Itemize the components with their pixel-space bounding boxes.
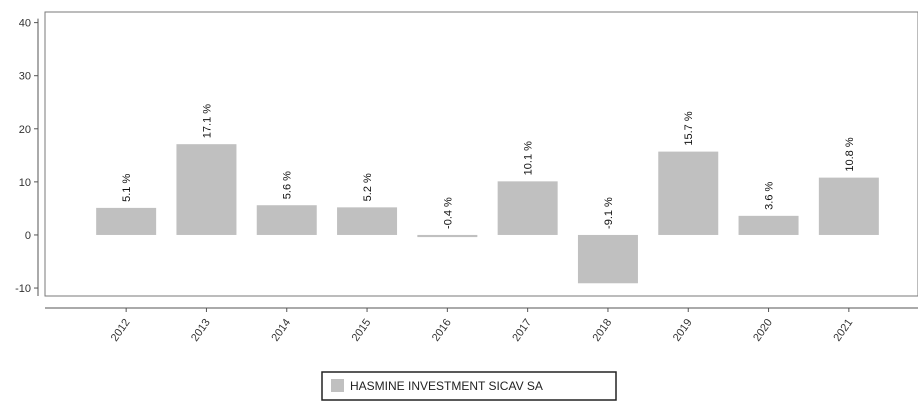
x-tick-label: 2015 (350, 317, 374, 344)
x-tick-label: 2012 (109, 317, 133, 344)
x-tick-label: 2019 (671, 317, 695, 344)
legend-label: HASMINE INVESTMENT SICAV SA (350, 379, 543, 393)
bar (497, 181, 558, 235)
x-tick-label: 2018 (591, 317, 615, 344)
y-axis: -10 0 10 20 30 40 (15, 18, 39, 296)
data-label: 10.1 % (523, 141, 535, 175)
x-tick-label: 2021 (831, 317, 855, 344)
bar (738, 215, 799, 235)
plot-frame (44, 11, 918, 297)
y-tick-label: -10 (15, 283, 31, 295)
data-label: 5.2 % (362, 173, 374, 201)
x-tick-label: 2014 (269, 317, 293, 344)
data-label: -0.4 % (442, 197, 454, 229)
legend-swatch (331, 379, 344, 392)
data-label: 5.1 % (121, 174, 133, 202)
legend: HASMINE INVESTMENT SICAV SA (321, 371, 617, 401)
x-tick-label: 2016 (430, 317, 454, 344)
data-label: -9.1 % (603, 197, 615, 229)
y-tick-label: 10 (19, 177, 31, 189)
legend-box (321, 371, 617, 401)
data-labels: 5.1 % 17.1 % 5.6 % 5.2 % -0.4 % 10.1 % -9.1 % 1… (121, 104, 856, 229)
data-label: 5.6 % (282, 171, 294, 199)
bar (337, 207, 398, 235)
bars (96, 144, 879, 284)
bar (256, 205, 317, 235)
y-tick-label: 30 (19, 71, 31, 83)
data-label: 3.6 % (764, 181, 776, 209)
x-tick-label: 2017 (510, 317, 534, 344)
data-label: 10.8 % (844, 137, 856, 171)
bar (176, 144, 237, 235)
data-label: 17.1 % (201, 104, 213, 138)
bar (96, 207, 157, 235)
x-axis: 2012 2013 2014 2015 2016 2017 2018 2019 2020 2021 (45, 307, 918, 344)
y-tick-label: 20 (19, 124, 31, 136)
plot-area (44, 11, 918, 297)
bar (577, 234, 638, 284)
x-tick-label: 2013 (189, 317, 213, 344)
y-tick-label: 0 (25, 230, 31, 242)
bar (818, 177, 879, 235)
y-tick-label: 40 (19, 18, 31, 30)
bar (658, 151, 719, 235)
x-tick-label: 2020 (751, 317, 775, 344)
data-label: 15.7 % (683, 111, 695, 145)
bar (417, 234, 478, 238)
